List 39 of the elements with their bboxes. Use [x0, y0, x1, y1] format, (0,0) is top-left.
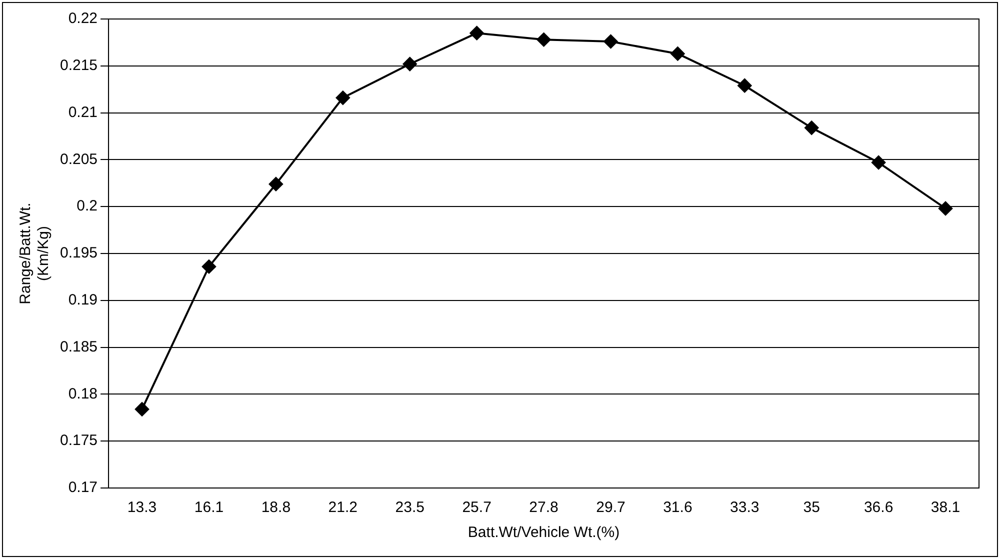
- point: [470, 26, 484, 40]
- x-tick-label: 33.3: [730, 499, 760, 516]
- x-tick-label: 18.8: [261, 499, 291, 516]
- y-tick-label: 0.21: [68, 104, 98, 121]
- y-tick-label: 0.17: [68, 479, 98, 496]
- point: [135, 402, 150, 416]
- point: [536, 32, 551, 47]
- x-tick-label: 16.1: [194, 499, 224, 516]
- point: [604, 34, 618, 49]
- point: [202, 260, 216, 274]
- point: [938, 201, 953, 216]
- y-tick-label: 0.22: [68, 10, 98, 28]
- y-tick-label: 0.205: [60, 150, 98, 168]
- x-tick-label: 36.6: [864, 499, 894, 516]
- point: [872, 156, 886, 170]
- x-tick-label: 27.8: [529, 499, 558, 516]
- y-tick-label: 0.215: [60, 57, 98, 74]
- point: [738, 78, 752, 93]
- x-tick-label: 29.7: [596, 499, 626, 516]
- x-axis-title: Batt.Wt/Vehicle Wt.(%): [468, 524, 620, 542]
- x-tick-label: 31.6: [663, 499, 692, 516]
- y-tick-label: 0.175: [60, 432, 98, 450]
- y-tick-label: 0.195: [60, 244, 98, 262]
- x-tick-label: 35: [803, 499, 820, 516]
- point: [268, 177, 283, 192]
- point: [670, 46, 685, 61]
- x-tick-label: 21.2: [328, 499, 358, 516]
- x-tick-label: 38.1: [930, 499, 960, 516]
- y-tick-label: 0.19: [68, 292, 98, 309]
- point: [402, 57, 417, 72]
- x-tick-label: 13.3: [127, 499, 157, 516]
- x-tick-label: 25.7: [462, 499, 492, 516]
- y-tick-label: 0.2: [76, 198, 98, 215]
- y-axis-title: Range/Batt.Wt. (Km/Kg): [17, 202, 52, 304]
- point: [804, 120, 819, 135]
- y-tick-label: 0.185: [60, 338, 98, 356]
- x-tick-label: 23.5: [395, 499, 424, 516]
- point: [336, 90, 350, 105]
- y-tick-label: 0.18: [68, 385, 98, 402]
